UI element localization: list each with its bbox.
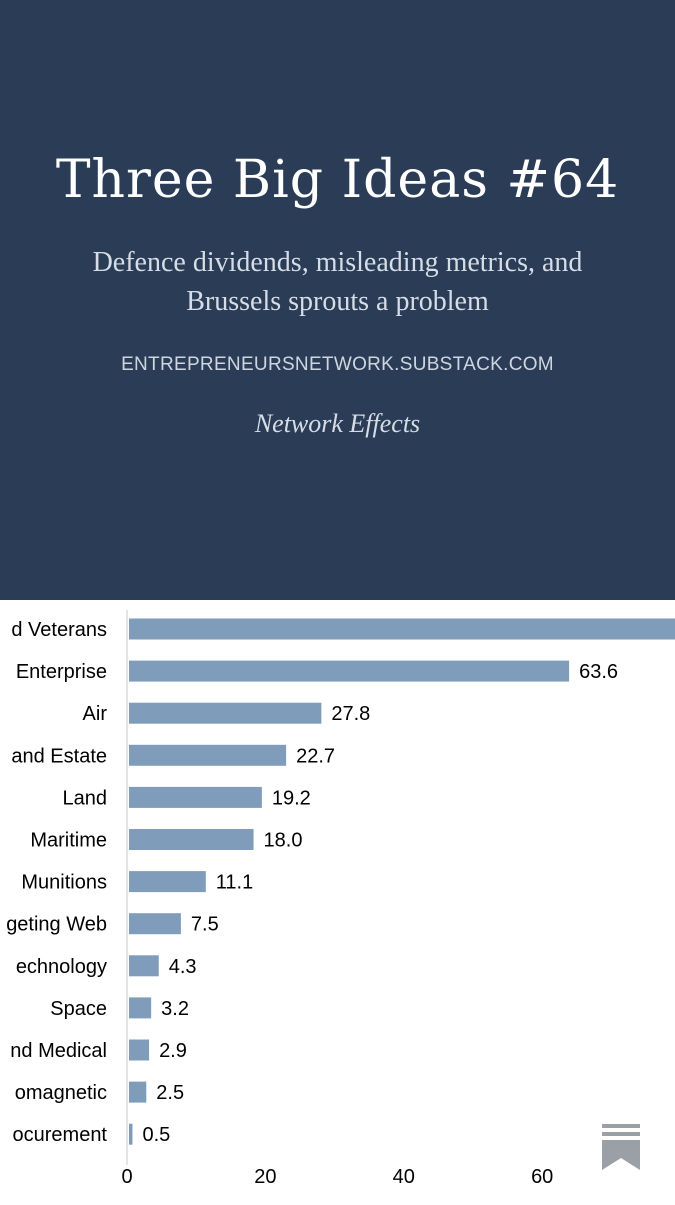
bar-10	[129, 1039, 150, 1061]
hero-url[interactable]: ENTREPRENEURSNETWORK.SUBSTACK.COM	[121, 354, 554, 375]
value-label-10: 2.9	[159, 1040, 187, 1062]
category-label-1: Enterprise	[16, 661, 107, 683]
bookmark-icon-svg	[602, 1124, 640, 1170]
bar-chart-svg: d Veterans Enterprise 63.6 Air 27.8 and Estat…	[6, 610, 675, 1188]
bar-12	[129, 1123, 133, 1145]
value-label-9: 3.2	[161, 998, 189, 1020]
value-label-11: 2.5	[156, 1082, 184, 1104]
hero-title: Three Big Ideas #64	[55, 150, 620, 210]
x-tick-label-2: 40	[393, 1166, 415, 1188]
category-label-2: Air	[83, 703, 108, 725]
publication-name[interactable]: Network Effects	[254, 409, 421, 438]
bar-9	[129, 997, 152, 1019]
bar-5	[129, 829, 254, 850]
bar-7	[129, 913, 181, 935]
bar-4	[129, 786, 262, 808]
category-label-11: omagnetic	[15, 1082, 107, 1104]
x-tick-label-3: 60	[531, 1166, 553, 1188]
bar-1	[129, 660, 570, 682]
bar-8	[129, 955, 159, 977]
value-label-3: 22.7	[296, 745, 335, 767]
category-label-10: nd Medical	[10, 1040, 107, 1062]
category-label-5: Maritime	[30, 830, 107, 852]
value-label-5: 18.0	[264, 830, 303, 852]
value-label-8: 4.3	[169, 956, 197, 978]
value-label-12: 0.5	[142, 1124, 170, 1146]
value-label-1: 63.6	[579, 661, 618, 683]
bar-2	[129, 702, 322, 724]
category-label-12: ocurement	[13, 1124, 108, 1146]
hero-subtitle: Defence dividends, misleading metrics, a…	[92, 247, 583, 317]
category-label-8: echnology	[16, 956, 107, 978]
bar-chart: d Veterans Enterprise 63.6 Air 27.8 and Estat…	[0, 600, 675, 1200]
category-label-7: geting Web	[6, 914, 107, 936]
category-label-6: Munitions	[21, 872, 107, 894]
value-label-2: 27.8	[331, 703, 370, 725]
bar-0	[129, 618, 675, 640]
category-label-9: Space	[50, 998, 107, 1020]
x-tick-label-1: 20	[254, 1166, 276, 1188]
bookmark-icon[interactable]	[602, 1124, 640, 1170]
value-label-7: 7.5	[191, 914, 219, 936]
category-label-4: Land	[63, 787, 108, 809]
bar-6	[129, 871, 206, 893]
category-label-0: d Veterans	[11, 619, 107, 641]
hero-banner: Three Big Ideas #64 Defence dividends, m…	[0, 0, 675, 600]
value-label-6: 11.1	[216, 872, 253, 894]
bar-3	[129, 744, 287, 766]
category-label-3: and Estate	[11, 745, 107, 767]
value-label-4: 19.2	[272, 787, 311, 809]
bar-11	[129, 1081, 147, 1103]
x-tick-label-0: 0	[121, 1166, 132, 1188]
